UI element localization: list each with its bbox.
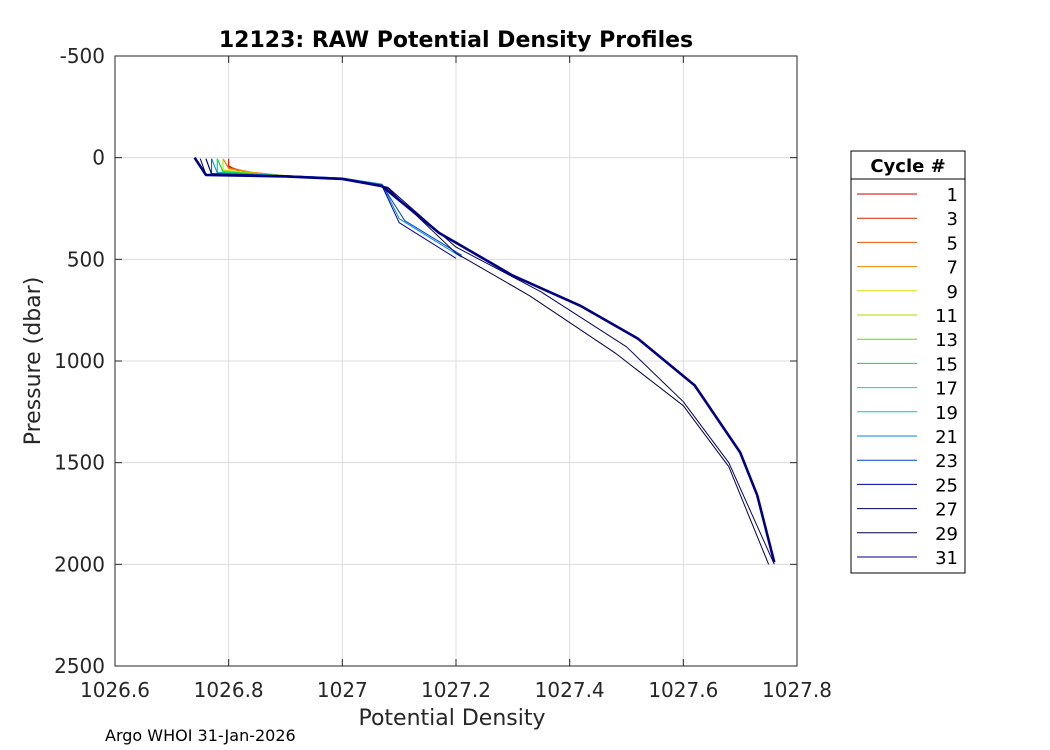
x-tick-label: 1026.8 [194,678,264,702]
y-tick-label: 1000 [54,349,105,373]
legend-label: 29 [935,524,958,545]
legend-label: 3 [947,209,958,230]
legend-label: 9 [947,282,958,303]
legend-label: 1 [947,185,958,206]
series-group [193,156,776,565]
legend-label: 25 [935,475,958,496]
x-tick-label: 1027 [317,678,368,702]
y-axis-label: Pressure (dbar) [21,277,46,446]
footer-text: Argo WHOI 31-Jan-2026 [105,726,296,745]
x-tick-label: 1027.4 [535,678,605,702]
legend-label: 21 [935,427,958,448]
legend-label: 5 [947,233,958,254]
series-line-cycle-31 [193,156,776,563]
legend-label: 15 [935,354,958,375]
x-tick-label: 1026.6 [80,678,150,702]
x-axis-label: Potential Density [358,706,545,731]
chart-title: 12123: RAW Potential Density Profiles [219,28,693,53]
legend-label: 11 [935,306,958,327]
y-tick-label: 2000 [54,552,105,576]
legend-label: 31 [935,548,958,569]
x-tick-label: 1027.8 [762,678,832,702]
x-ticks: 1026.6 1026.8 1027 1027.2 1027.4 1027.6 1027.8 [80,56,832,702]
y-tick-label: 500 [67,247,105,271]
x-tick-label: 1027.2 [421,678,491,702]
y-tick-label: 1500 [54,451,105,475]
legend-label: 7 [947,258,958,279]
legend-label: 23 [935,451,958,472]
legend-box [850,150,966,574]
y-tick-label: 0 [92,146,105,170]
y-ticks: -500 0 500 1000 1500 2000 2500 [54,44,797,678]
y-tick-label: -500 [60,44,105,68]
legend-label: 27 [935,500,958,521]
legend-title: Cycle # [870,156,945,177]
x-tick-label: 1027.6 [648,678,718,702]
legend-label: 19 [935,403,958,424]
legend-label: 17 [935,379,958,400]
y-tick-label: 2500 [54,654,105,678]
legend-label: 13 [935,330,958,351]
